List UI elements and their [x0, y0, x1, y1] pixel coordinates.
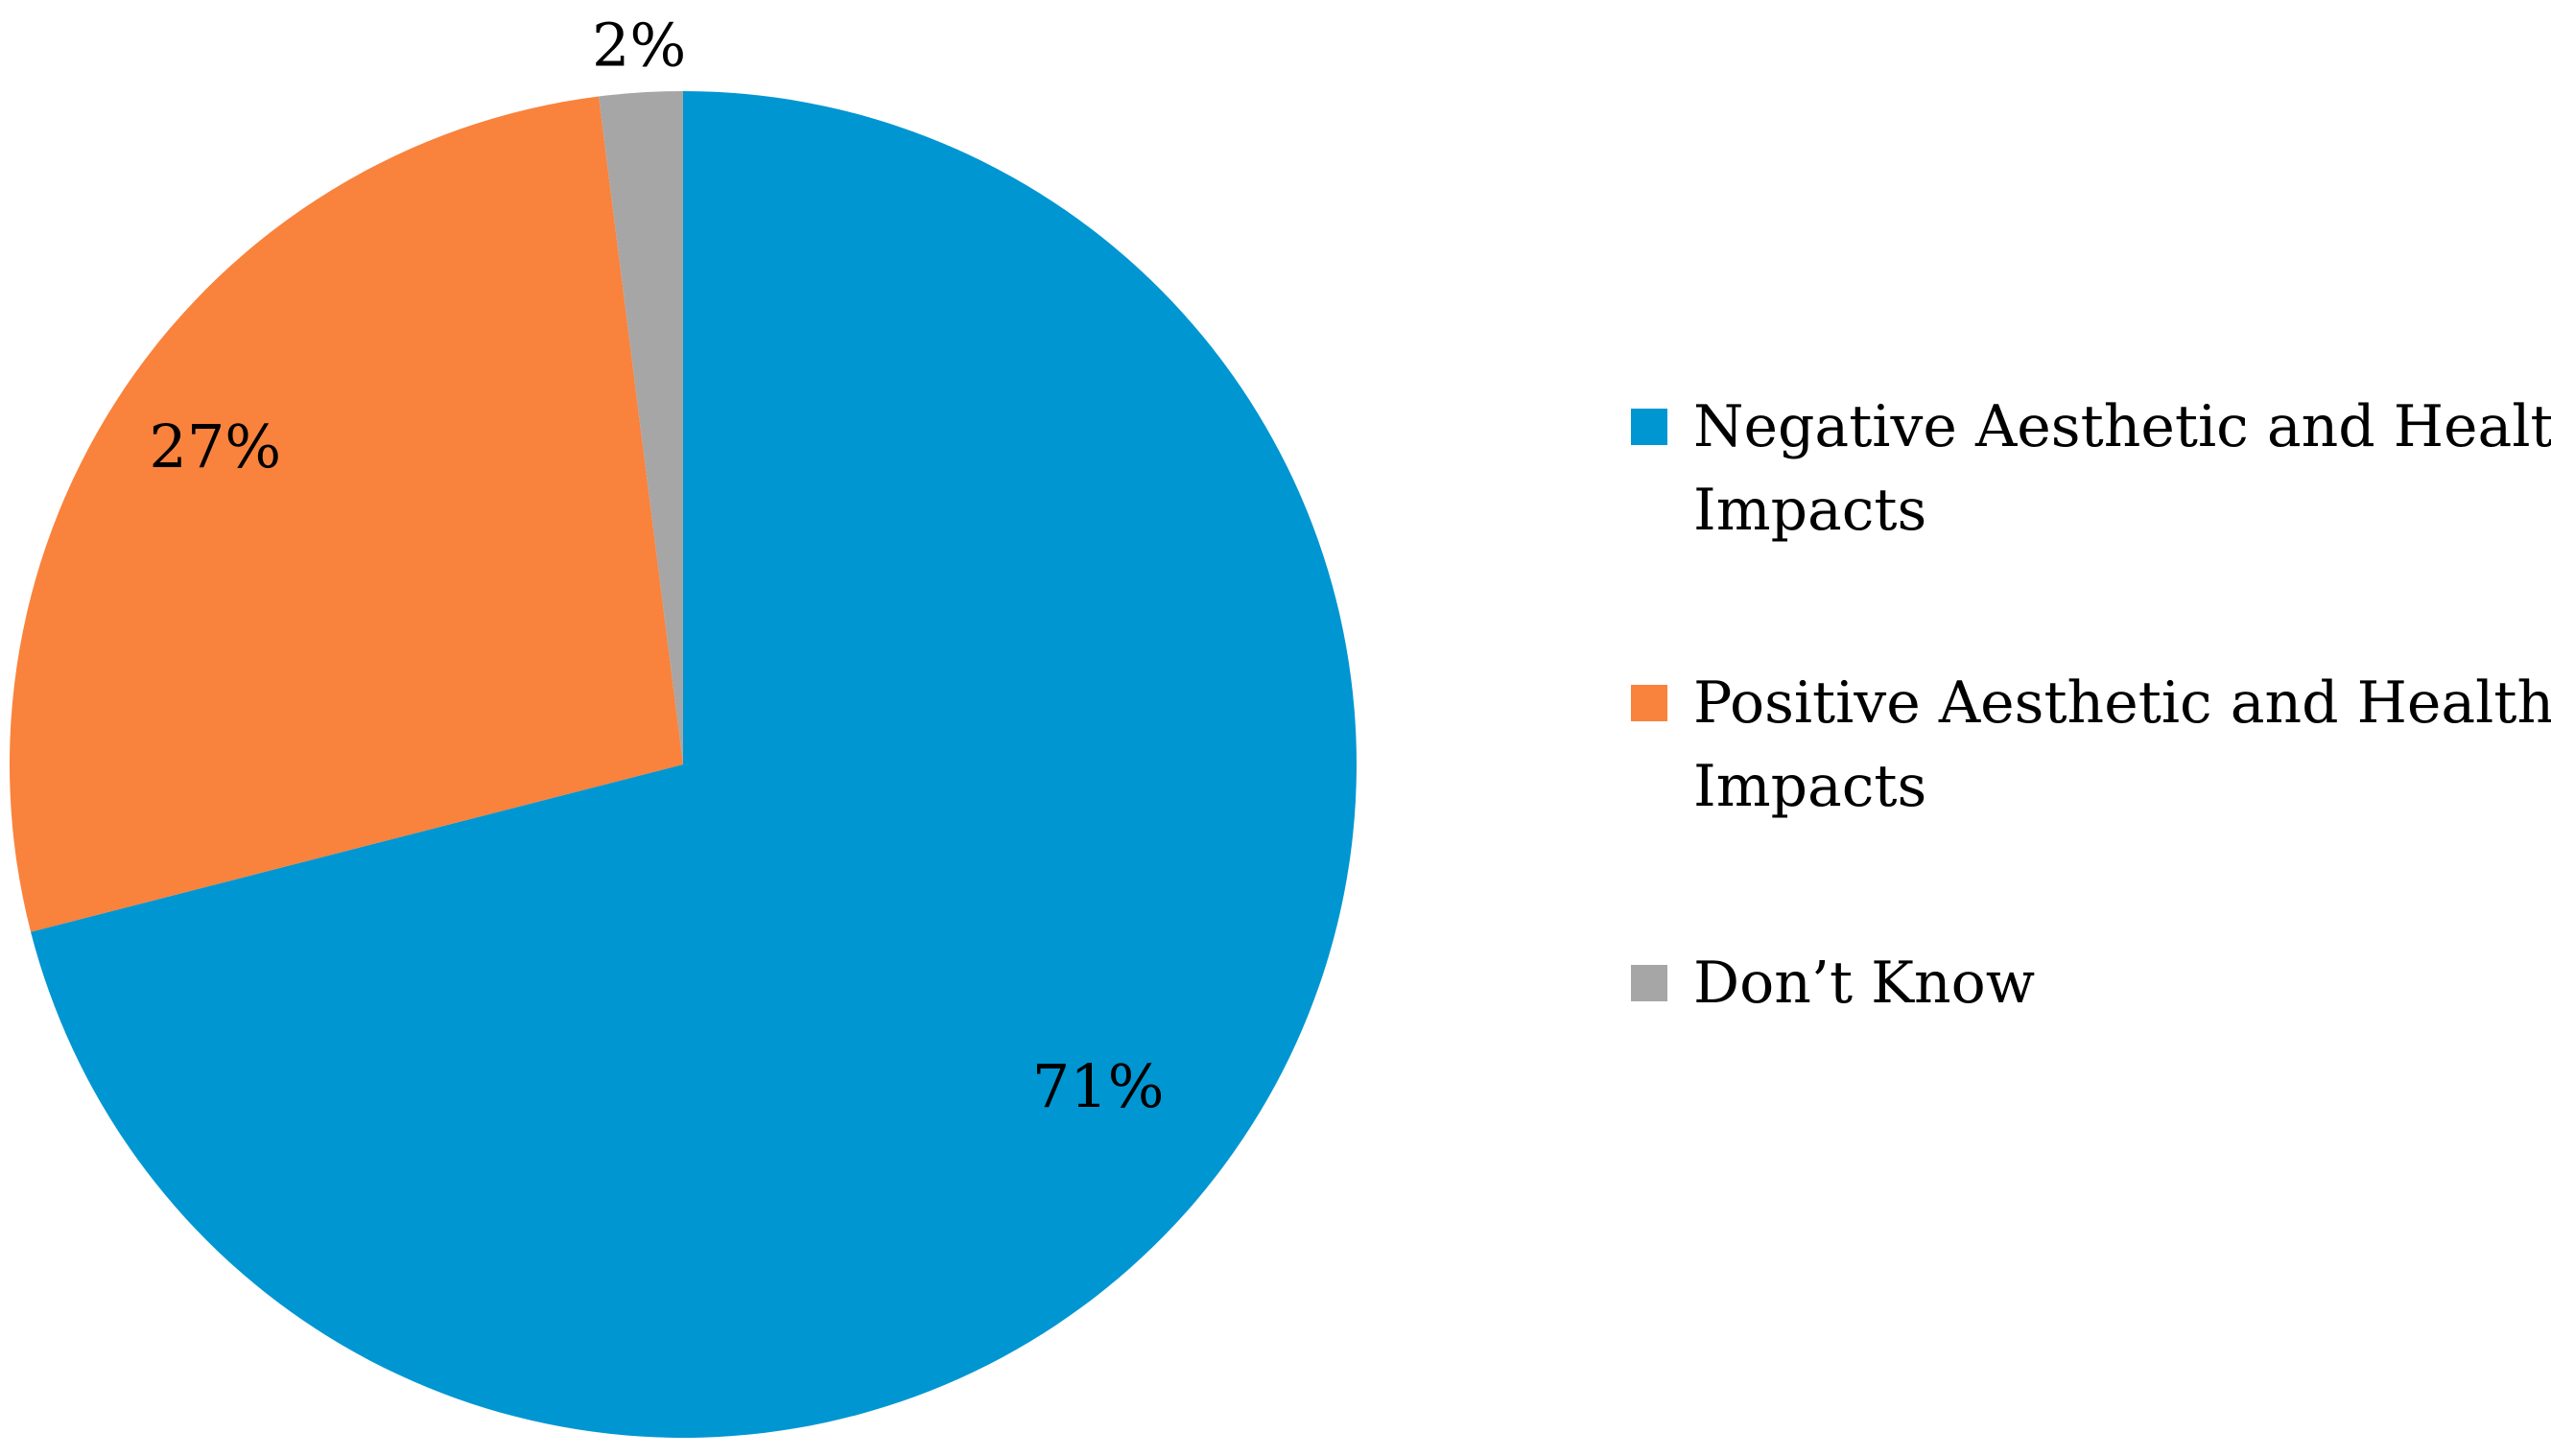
legend-label: Impacts — [1693, 753, 1926, 820]
legend-label: Positive Aesthetic and Health — [1693, 669, 2551, 737]
legend-label: Don’t Know — [1693, 950, 2035, 1017]
legend-swatch — [1631, 965, 1667, 1001]
data-label: 27% — [149, 411, 281, 481]
pie-data-labels: 71% 27% 2% — [149, 10, 1164, 1121]
legend-label: Impacts — [1693, 477, 1926, 544]
legend-swatch — [1631, 409, 1667, 445]
pie-slice-don-t-know — [599, 91, 683, 764]
data-label: 2% — [592, 10, 686, 80]
legend-label: Negative Aesthetic and Health — [1693, 393, 2551, 460]
data-label: 71% — [1032, 1051, 1165, 1121]
pie-slice-positive-aesthetic-and-health-impacts — [9, 96, 684, 932]
legend: Negative Aesthetic and Health Impacts Posi… — [1631, 393, 2551, 1017]
pie-slices — [9, 91, 1358, 1438]
pie-slice-negative-aesthetic-and-health-impacts — [31, 91, 1358, 1438]
legend-swatch — [1631, 685, 1667, 721]
